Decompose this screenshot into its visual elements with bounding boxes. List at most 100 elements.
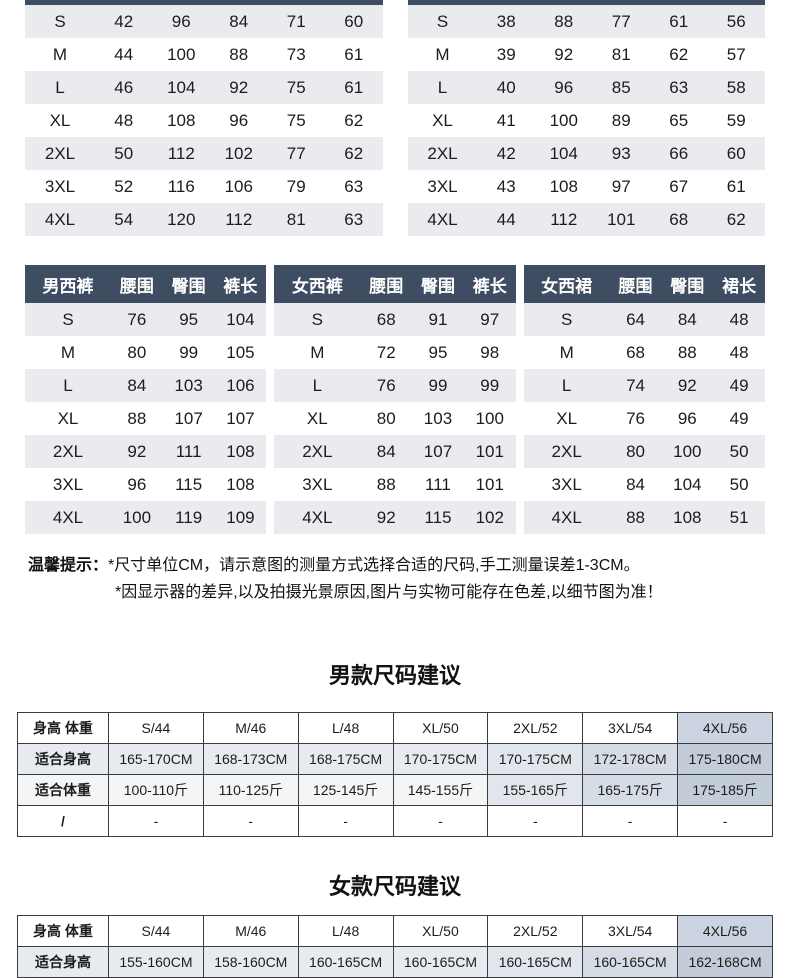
value-cell: 170-175CM [392,743,489,775]
row-label-cell: XL [556,408,578,428]
value-cell: 100 [122,507,152,527]
value-cell: 104 [226,309,255,329]
value-cell: 62 [726,209,746,229]
table-row: 3XL 43 108 97 67 61 [408,170,766,203]
table-row: XL 88 107 107 [25,402,266,435]
men-jacket-table-wrap: S 42 96 84 71 60 M 44 100 88 73 61 L 46 104 92 75 61 XL 48 1… [25,0,383,236]
header-cell: 腰围 [609,265,662,303]
women-jacket-size-table: S 38 88 77 61 56 M 39 92 81 62 57 L 40 96 85 63 58 XL 41 100… [407,5,766,236]
value-cell: 112 [167,143,195,163]
row-label-cell: / [17,805,109,837]
header-row: 身高 体重 S/44 M/46 L/48 XL/50 2XL/52 3XL/54 4XL/56 [17,915,773,947]
men-suggestion-table: 身高 体重 S/44 M/46 L/48 XL/50 2XL/52 3XL/54 4XL/56… [17,712,773,837]
value-cell: 106 [226,375,255,395]
value-cell: 160-165CM [582,946,679,978]
header-cell: M/46 [202,915,299,947]
value-cell: 92 [229,77,249,97]
value-cell: 60 [726,143,746,163]
table-row: 4XL 92 115 102 [274,501,516,534]
table-row: XL 80 103 100 [274,402,515,435]
row-label-cell: L [437,77,448,97]
row-label-cell: 3XL [302,474,333,494]
value-cell: 80 [626,441,645,461]
value-cell: 60 [344,11,364,31]
table-row: 2XL 92 111 108 [25,435,267,468]
value-cell: 84 [626,474,645,494]
value-cell: 100 [673,441,702,461]
value-cell: 106 [224,176,253,196]
table-row: 3XL 88 111 101 [274,468,515,501]
value-cell: 66 [669,143,689,163]
value-cell: 108 [226,474,255,494]
notice-line-1: 温馨提示：*尺寸单位CM，请示意图的测量方式选择合适的尺码,手工测量误差1-3C… [28,552,790,579]
value-cell: 103 [423,408,453,428]
table-row: M 39 92 81 62 57 [408,38,766,71]
value-cell: 50 [729,474,749,494]
value-cell: 99 [480,375,500,395]
value-cell: 100 [475,408,504,428]
value-cell: - [677,805,773,837]
value-cell: 102 [224,143,253,163]
header-row: 男西裤 腰围 臀围 裤长 [25,265,267,303]
table-row: 2XL 50 112 102 77 62 [25,137,383,170]
value-cell: 76 [376,375,396,395]
notice-text-1: *尺寸单位CM，请示意图的测量方式选择合适的尺码,手工测量误差1-3CM。 [108,557,640,574]
table-row: S 64 84 48 [523,303,765,336]
table-row: S 42 96 84 71 60 [25,5,383,38]
value-cell: 41 [496,110,516,130]
value-cell: 88 [376,474,396,494]
row-label-cell: 2XL [551,441,582,461]
value-cell: 96 [229,110,249,130]
value-cell: 88 [554,11,574,31]
row-label-cell: S [311,309,323,329]
value-cell: 85 [611,77,631,97]
value-cell: 52 [114,176,134,196]
value-cell: 84 [127,375,147,395]
row-label-cell: 2XL [44,143,76,163]
value-cell: 101 [607,209,636,229]
header-cell: L/48 [297,915,394,947]
value-cell: 99 [179,342,199,362]
header-cell: 3XL/54 [582,712,679,744]
value-cell: 75 [286,77,306,97]
value-cell: 48 [114,110,134,130]
row-label-cell: 2XL [302,441,333,461]
value-cell: 100 [549,110,578,130]
value-cell: 76 [127,309,147,329]
value-cell: 68 [626,342,645,362]
notice-text-2: *因显示器的差异,以及拍摄光景原因,图片与实物可能存在色差,以细节图为准！ [115,584,663,601]
value-cell: 96 [677,408,697,428]
value-cell: 95 [179,309,199,329]
value-cell: 101 [475,441,504,461]
value-cell: 61 [344,77,364,97]
value-cell: 168-175CM [297,743,394,775]
value-cell: 46 [114,77,134,97]
value-cell: 84 [376,441,396,461]
row-label-cell: S [436,11,449,31]
value-cell: 93 [611,143,631,163]
value-cell: 81 [286,209,306,229]
value-cell: 65 [669,110,689,130]
value-cell: 68 [669,209,689,229]
header-cell: M/46 [202,712,299,744]
value-cell: 175-180CM [677,743,773,775]
row-label-cell: M [559,342,574,362]
row-label-cell: 4XL [44,209,76,229]
value-cell: 62 [344,143,364,163]
value-cell: 108 [226,441,255,461]
value-cell: 44 [496,209,516,229]
women-suggestion-table: 身高 体重 S/44 M/46 L/48 XL/50 2XL/52 3XL/54 4XL/56… [17,915,773,978]
value-cell: 104 [167,77,196,97]
row-label-cell: 4XL [302,507,333,527]
value-cell: 51 [729,507,749,527]
value-cell: 64 [626,309,645,329]
row-label-cell: 4XL [427,209,458,229]
value-cell: 115 [175,474,203,494]
value-cell: 48 [729,309,749,329]
value-cell: 61 [669,11,689,31]
value-cell: 42 [114,11,134,31]
value-cell: 39 [496,44,516,64]
row-label-cell: 3XL [44,176,76,196]
table-row: L 40 96 85 63 58 [407,71,765,104]
value-cell: 76 [626,408,645,428]
